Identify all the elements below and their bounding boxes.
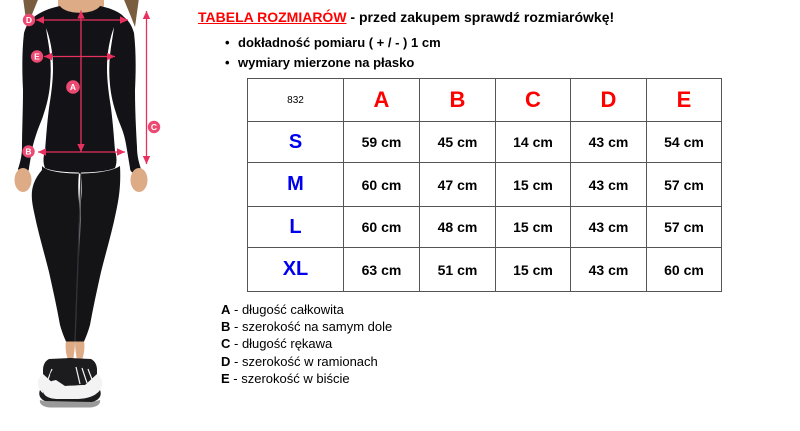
svg-text:A: A — [70, 82, 76, 92]
svg-text:C: C — [151, 122, 157, 132]
svg-text:E: E — [34, 51, 40, 61]
svg-text:B: B — [25, 146, 31, 156]
svg-text:D: D — [26, 15, 32, 25]
